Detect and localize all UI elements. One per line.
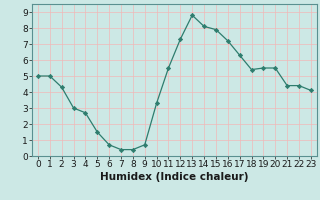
X-axis label: Humidex (Indice chaleur): Humidex (Indice chaleur) (100, 172, 249, 182)
